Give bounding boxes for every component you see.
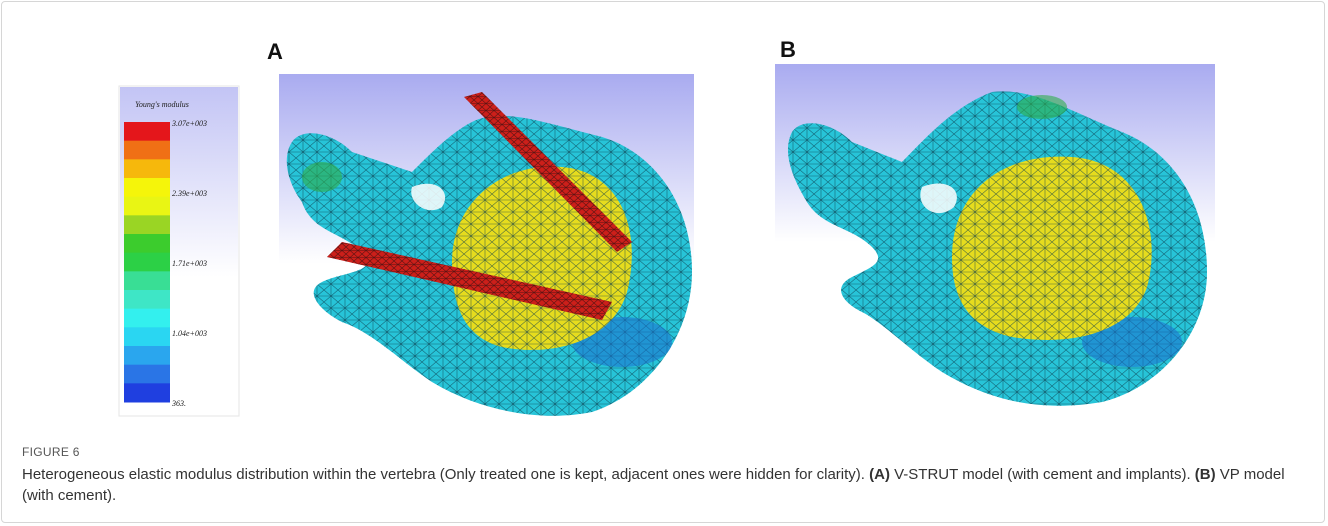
colorbar-band	[124, 253, 170, 272]
colorbar-tick-label: 3.07e+003	[171, 119, 207, 128]
figure-graphic: Young's modulus 3.07e+003 2.39e+003 1.71e+…	[2, 2, 1328, 442]
colorbar-tick-label: 2.39e+003	[172, 189, 207, 198]
caption: Heterogeneous elastic modulus distributi…	[22, 464, 1307, 506]
colorbar-band	[124, 234, 170, 253]
panel-label: A	[267, 39, 283, 64]
colorbar-band	[124, 215, 170, 234]
caption-ref: (B)	[1195, 466, 1216, 483]
colorbar-band	[124, 327, 170, 346]
colorbar-band	[124, 271, 170, 290]
colorbar-band	[124, 159, 170, 178]
colorbar-band	[124, 346, 170, 365]
colorbar-band	[124, 141, 170, 160]
colorbar-tick-label: 363.	[171, 399, 186, 408]
colorbar-band	[124, 309, 170, 328]
caption-text: Heterogeneous elastic modulus distributi…	[22, 466, 865, 483]
caption-text: V-STRUT model (with cement and implants)…	[894, 466, 1191, 483]
caption-label: FIGURE 6	[22, 445, 80, 459]
colorbar-band	[124, 290, 170, 309]
colorbar-band	[124, 122, 170, 141]
colorbar-tick-label: 1.71e+003	[172, 259, 207, 268]
caption-ref: (A)	[869, 466, 890, 483]
figure-frame: Young's modulus 3.07e+003 2.39e+003 1.71e+…	[1, 1, 1325, 523]
colorbar-band	[124, 178, 170, 197]
colorbar-band	[124, 365, 170, 384]
colorbar-tick-label: 1.04e+003	[172, 329, 207, 338]
colorbar-bands	[124, 122, 170, 403]
colorbar-title: Young's modulus	[135, 100, 189, 109]
colorbar-band	[124, 383, 170, 402]
panel-label: B	[780, 37, 796, 62]
colorbar-band	[124, 197, 170, 216]
